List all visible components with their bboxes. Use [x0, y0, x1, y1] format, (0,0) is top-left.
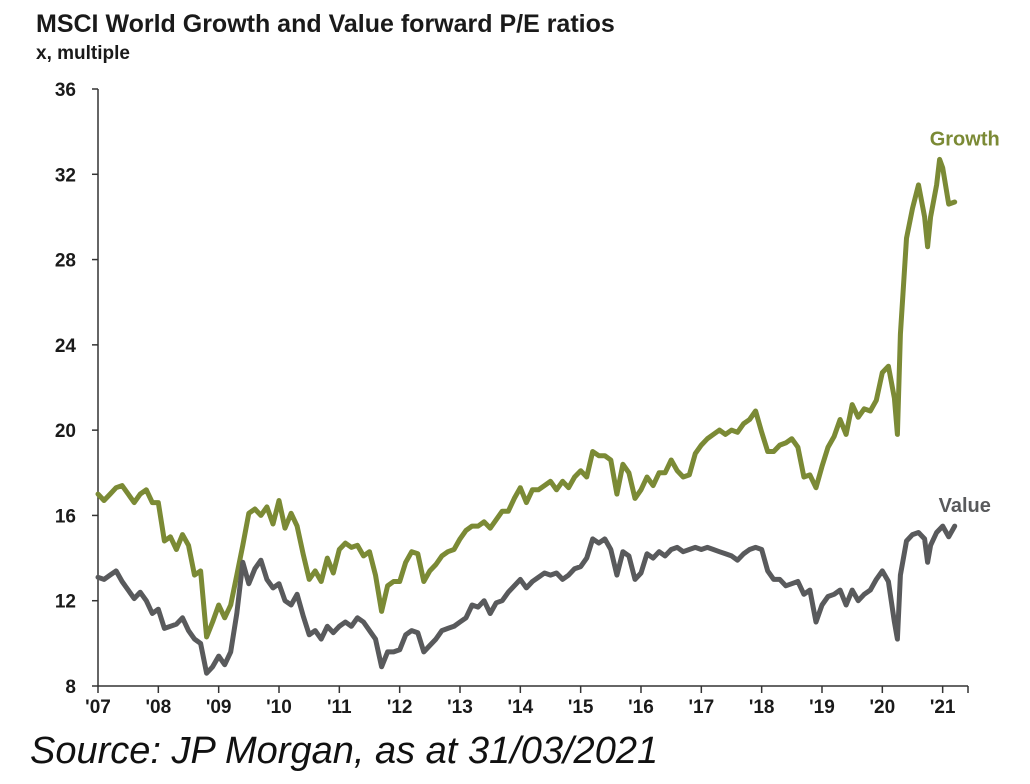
series-label-growth: Growth: [930, 128, 1000, 150]
y-tick-label: 12: [55, 592, 76, 613]
source-note: Source: JP Morgan, as at 31/03/2021: [30, 730, 659, 772]
y-tick-label: 20: [55, 421, 76, 442]
x-tick-label: '09: [206, 697, 232, 718]
x-tick-label: '20: [869, 697, 895, 718]
x-tick-label: '07: [85, 697, 111, 718]
x-tick-label: '19: [809, 697, 835, 718]
y-tick-label: 8: [65, 677, 76, 698]
x-tick-label: '12: [387, 697, 413, 718]
series-label-value: Value: [939, 495, 991, 517]
x-tick-label: '15: [568, 697, 594, 718]
x-tick-label: '21: [930, 697, 956, 718]
y-tick-label: 16: [55, 506, 76, 527]
x-tick-label: '10: [266, 697, 292, 718]
axes: 36 32 28 24 20 16 12 8 '07 '08 '09 '10 '11 '12 '13 '14 '…: [55, 80, 969, 718]
x-tick-label: '08: [146, 697, 172, 718]
chart-title: MSCI World Growth and Value forward P/E …: [36, 10, 615, 38]
y-tick-label: 28: [55, 251, 76, 272]
series-line-growth: [95, 156, 958, 640]
x-tick-label: '16: [628, 697, 654, 718]
x-tick-label: '13: [447, 697, 473, 718]
y-tick-label: 36: [55, 80, 76, 101]
chart-subtitle: x, multiple: [36, 43, 130, 64]
x-tick-label: '14: [508, 697, 534, 718]
series-group: [95, 156, 958, 676]
series-line-value: [95, 523, 958, 676]
series-labels: Growth Value: [930, 128, 1000, 517]
x-tick-label: '11: [327, 697, 352, 718]
y-tick-label: 32: [55, 165, 76, 186]
x-tick-label: '17: [689, 697, 715, 718]
x-tick-label: '18: [749, 697, 775, 718]
y-tick-label: 24: [55, 336, 77, 357]
